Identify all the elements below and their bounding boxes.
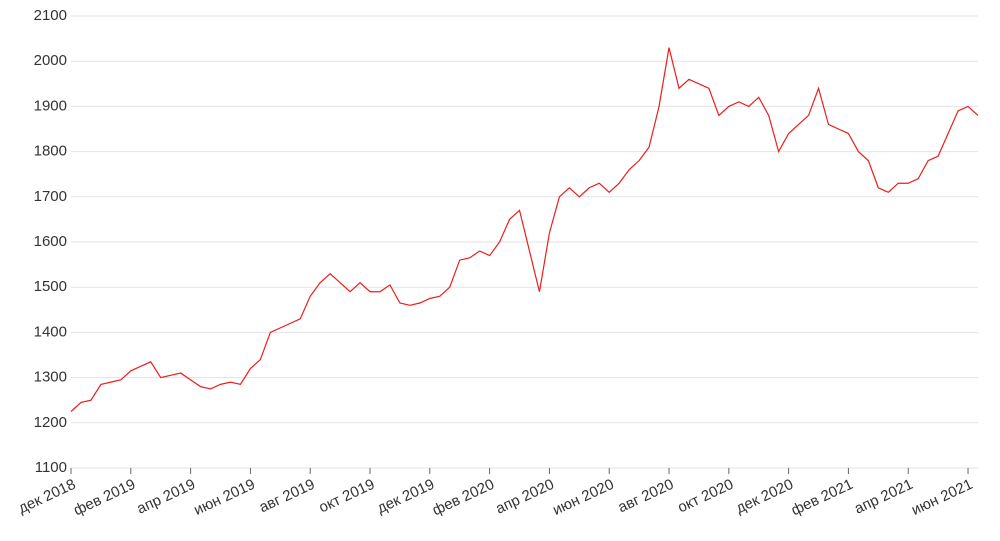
y-tick-label: 1300 (34, 369, 67, 386)
price-line (70, 47, 979, 412)
y-tick-label: 1600 (34, 233, 67, 250)
y-tick-label: 1500 (34, 278, 67, 295)
x-tick-label: дек 2019 (375, 476, 438, 517)
x-tick-label: фев 2020 (430, 476, 497, 519)
y-tick-label: 1700 (34, 188, 67, 205)
x-tick-label: авг 2020 (615, 476, 676, 516)
y-tick-label: 2000 (34, 52, 67, 69)
y-tick-label: 1400 (34, 323, 67, 340)
y-tick-label: 1200 (34, 414, 67, 431)
x-tick-label: окт 2019 (316, 476, 377, 517)
x-tick-label: апр 2019 (134, 476, 198, 518)
x-tick-label: апр 2020 (493, 476, 557, 518)
x-tick-label: окт 2020 (675, 476, 736, 517)
x-tick-label: фев 2021 (789, 476, 856, 519)
x-tick-label: июн 2021 (909, 476, 976, 519)
x-tick-label: апр 2021 (852, 476, 916, 518)
y-tick-label: 1800 (34, 143, 67, 160)
y-tick-label: 1100 (35, 459, 67, 476)
x-tick-label: дек 2018 (16, 476, 79, 517)
x-tick-label: июн 2019 (191, 476, 258, 519)
x-tick-label: дек 2020 (733, 476, 796, 517)
x-tick-label: фев 2019 (71, 476, 138, 519)
x-tick-label: июн 2020 (550, 476, 617, 519)
y-tick-label: 2100 (34, 7, 67, 24)
y-tick-label: 1900 (34, 97, 67, 114)
x-tick-label: авг 2019 (257, 476, 318, 516)
